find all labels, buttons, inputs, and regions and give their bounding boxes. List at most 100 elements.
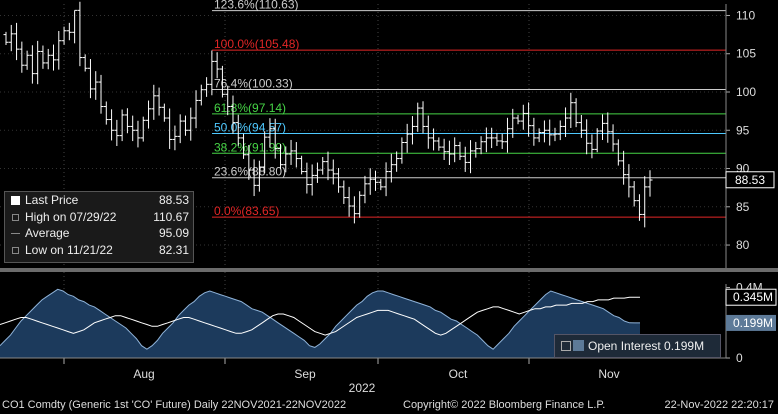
price-bar (188, 107, 194, 141)
fib-level-label: 123.6%(110.63) (214, 0, 299, 12)
price-bar (541, 120, 547, 143)
price-bar (93, 71, 99, 100)
price-bar (578, 115, 584, 138)
price-tick-label: 100 (736, 85, 756, 99)
price-bar (478, 136, 484, 155)
checkbox-icon[interactable] (561, 341, 571, 351)
price-bar (66, 22, 72, 41)
price-bar (304, 162, 310, 194)
open-interest-swatch-icon (573, 340, 584, 351)
price-bar (19, 41, 25, 73)
footer-copyright: Copyright© 2022 Bloomberg Finance L.P. (403, 399, 606, 411)
fib-level-label: 23.6%(88.80) (214, 165, 286, 179)
price-bar (605, 112, 611, 143)
price-bar (362, 175, 368, 204)
fib-level-label: 38.2%(91.99) (214, 140, 286, 154)
price-bar (446, 140, 452, 166)
price-bar (631, 181, 637, 207)
open-interest-panel (0, 268, 778, 358)
footer-timestamp: 22-Nov-2022 22:20:17 (664, 399, 774, 411)
last-price-swatch-icon (11, 196, 20, 205)
price-bar (40, 45, 46, 69)
price-bar (309, 164, 315, 196)
price-bar (177, 114, 183, 144)
high-marker-icon (12, 213, 19, 221)
price-bar (394, 151, 400, 172)
price-bar (404, 123, 410, 153)
price-bar (14, 22, 20, 61)
price-bar (415, 102, 421, 132)
price-bar (473, 141, 479, 158)
price-bar (547, 119, 553, 146)
price-bar (98, 74, 104, 114)
price-bar (103, 101, 109, 125)
price-bar (82, 54, 88, 72)
price-bar (182, 115, 188, 136)
month-label: Oct (449, 367, 468, 381)
price-bar (293, 142, 299, 168)
price-bar (520, 104, 526, 130)
price-bar (573, 98, 579, 128)
price-tick-label: 110 (736, 8, 755, 22)
price-bar (262, 131, 268, 173)
price-bar (130, 115, 136, 142)
price-tick-label: 95 (736, 123, 750, 137)
oi-tag-box (726, 314, 776, 331)
price-bar (557, 120, 563, 141)
price-bar (146, 100, 152, 129)
price-bar (193, 90, 199, 129)
price-bar (552, 127, 558, 142)
price-bar (367, 168, 373, 195)
fibonacci-levels: 123.6%(110.63) 100.0%(105.48) 76.4%(100.33… (212, 0, 726, 218)
price-bar (515, 114, 521, 125)
price-bar (341, 180, 347, 204)
price-bar (198, 84, 204, 106)
low-marker-icon (12, 246, 19, 254)
price-bar (563, 107, 569, 138)
volume-average-line (0, 296, 640, 336)
price-bar (320, 156, 326, 175)
price-bar (642, 176, 648, 228)
price-bar (219, 65, 225, 98)
price-bar (399, 137, 405, 164)
fib-level-label: 76.4%(100.33) (214, 76, 293, 90)
price-bar (251, 159, 257, 197)
month-label: Nov (598, 367, 619, 381)
month-label: Sep (294, 367, 316, 381)
price-bar (109, 109, 115, 141)
legend-row-high: High on 07/29/22 110.67 (5, 209, 193, 226)
price-tick-label: 80 (736, 238, 750, 252)
price-bar (325, 151, 331, 181)
price-bar (283, 146, 289, 173)
price-bar (346, 186, 352, 217)
price-bar (441, 138, 447, 160)
price-bar (330, 159, 336, 185)
fib-level-label: 100.0%(105.48) (214, 37, 299, 51)
price-bar (383, 162, 389, 197)
price-bar (636, 194, 642, 221)
price-bar (336, 168, 342, 193)
price-bar (156, 87, 162, 116)
price-bar (246, 144, 252, 180)
price-bar (209, 50, 215, 96)
price-bar (214, 52, 220, 79)
price-bar (124, 108, 130, 134)
price-bar (621, 150, 627, 185)
price-bar (531, 117, 537, 146)
price-bar (568, 92, 574, 128)
price-bar (599, 114, 605, 141)
price-bar (468, 140, 474, 174)
price-bar (225, 85, 231, 116)
price-bar (457, 141, 463, 161)
price-bar (172, 125, 178, 151)
price-tick-label: 85 (736, 200, 750, 214)
legend-row-last-price: Last Price 88.53 (5, 192, 193, 209)
price-bar (494, 132, 500, 146)
open-interest-legend: Open Interest 0.199M (554, 334, 721, 358)
axes: 8085909510010511088.5300.2M0.4M0.345M0.1… (0, 4, 777, 395)
price-bar (87, 59, 93, 99)
price-bar (204, 77, 210, 97)
price-bar (24, 50, 30, 70)
price-bar (77, 1, 83, 67)
